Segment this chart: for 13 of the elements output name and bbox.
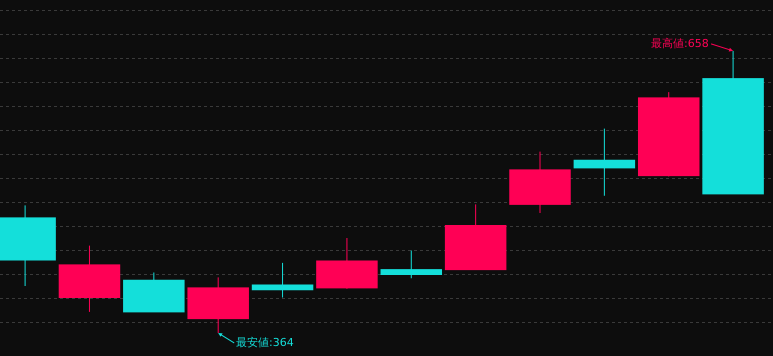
candlestick [252, 262, 314, 298]
candlestick [187, 276, 249, 334]
candlestick [380, 250, 442, 279]
candlestick [574, 128, 636, 196]
candlestick [638, 92, 700, 178]
annotation: 最高値:658 [651, 37, 709, 50]
annotation: 最安値:364 [236, 336, 294, 349]
candlestick [702, 50, 764, 194]
candlestick [58, 245, 120, 312]
candlestick [444, 204, 506, 270]
candlestick [123, 272, 185, 312]
candlestick [316, 237, 378, 290]
candlestick [509, 151, 571, 214]
